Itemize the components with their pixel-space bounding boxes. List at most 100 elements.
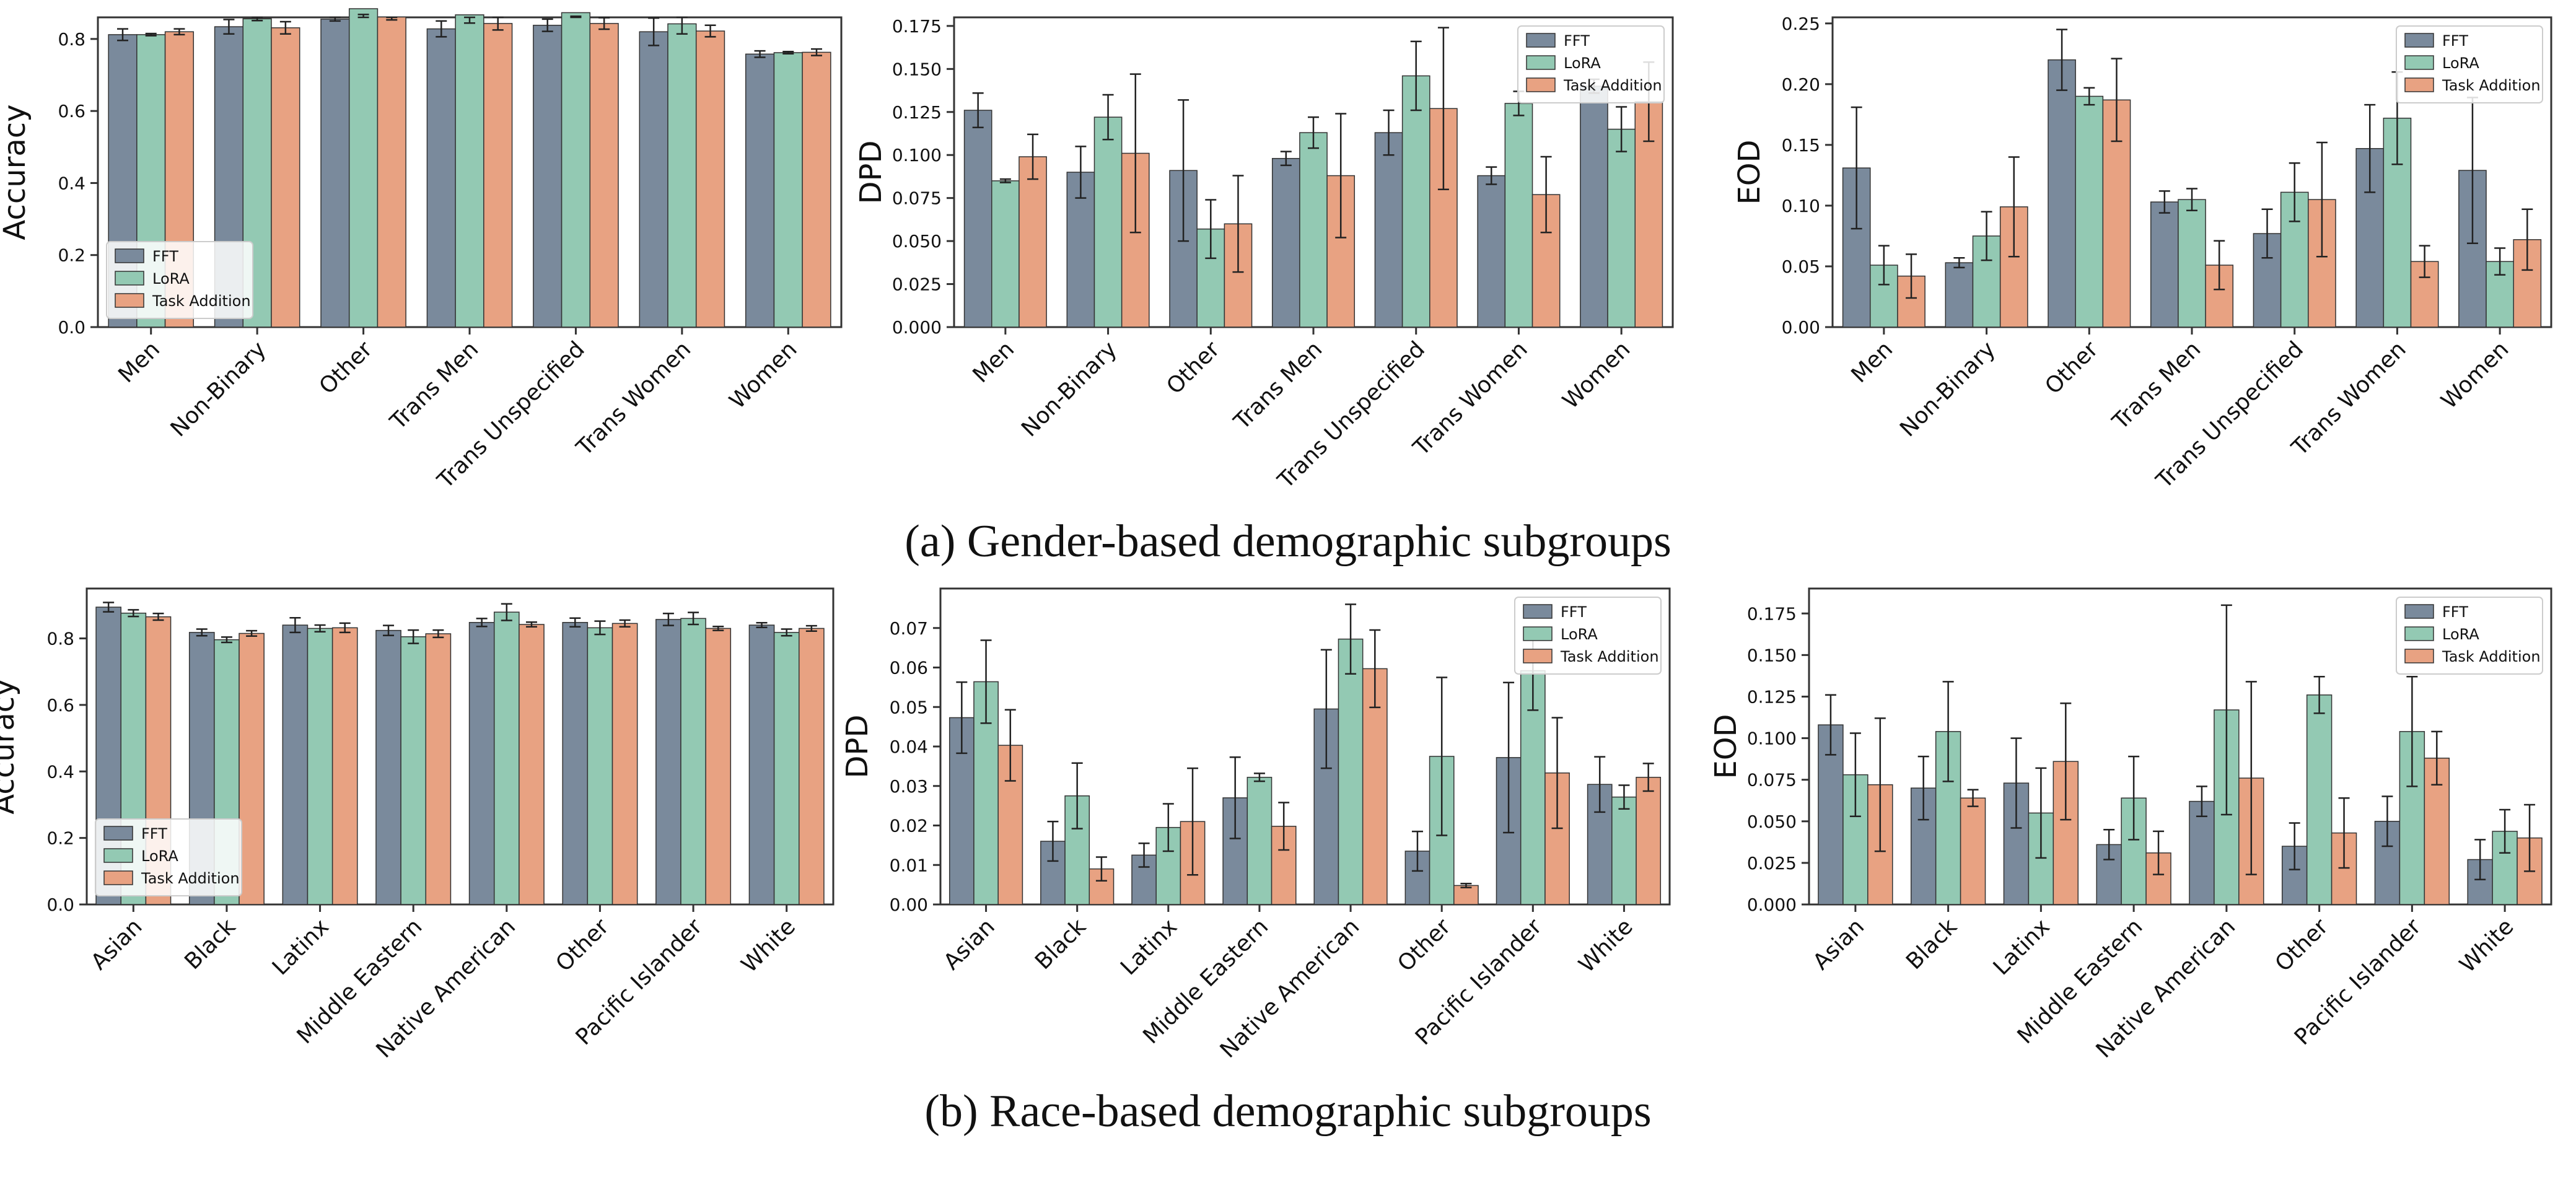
x-tick-label: Latinx: [268, 914, 334, 980]
x-tick-label: Non-Binary: [1017, 336, 1122, 442]
chart-race-eod: 0.000 0.025 0.050 0.075 0.100 0.125 0.150 0.175…: [1709, 587, 2552, 1063]
y-tick-label: 0.00: [1782, 317, 1820, 338]
legend-swatch: [2404, 604, 2434, 619]
legend-label: Task Addition: [2442, 648, 2541, 665]
legend: FFT LoRA Task Addition: [1514, 597, 1662, 675]
x-tick-label: Other: [315, 336, 377, 399]
y-tick-label: 0.05: [890, 697, 928, 717]
bar-lora: [991, 180, 1020, 328]
y-tick-label: 0.03: [890, 776, 928, 797]
bar-lora: [1504, 103, 1533, 328]
chart-gender-accuracy: 0.0 0.2 0.4 0.6 0.8 Accuracy Men Non-Binary Othe…: [0, 8, 843, 494]
x-tick-label: Latinx: [1116, 914, 1182, 980]
legend-swatch: [1523, 649, 1553, 663]
bar-task-addition: [611, 623, 638, 905]
bar-fft: [468, 622, 495, 905]
x-tick-label: White: [737, 914, 800, 978]
caption-gender: (a) Gender-based demographic subgroups: [905, 516, 1671, 567]
legend-swatch: [2404, 55, 2434, 70]
bar-lora: [773, 632, 800, 905]
bar-task-addition: [705, 628, 732, 905]
plot-frame: [1808, 587, 2552, 906]
y-tick-label: 0.4: [58, 173, 85, 193]
bar-lora: [400, 636, 427, 905]
y-tick-label: 0.6: [46, 695, 74, 716]
y-tick-label: 0.175: [892, 16, 942, 37]
x-tick-label: Other: [2271, 914, 2333, 976]
y-tick-label: 0.8: [58, 29, 85, 50]
bar-lora: [773, 52, 803, 328]
bar-lora: [348, 8, 379, 328]
y-tick-label: 0.10: [1782, 196, 1820, 216]
x-tick-label: Trans Women: [571, 336, 696, 461]
legend-swatch: [2404, 649, 2434, 663]
bar-lora: [455, 14, 484, 328]
legend-swatch: [103, 870, 133, 885]
legend-label: FFT: [2442, 32, 2468, 50]
legend-label: Task Addition: [152, 292, 251, 310]
y-tick-label: 0.125: [1747, 686, 1797, 707]
bar-lora: [2075, 95, 2104, 328]
legend-swatch: [2404, 77, 2434, 92]
legend-swatch: [1526, 77, 1556, 92]
bar-fft: [1271, 158, 1300, 328]
x-tick-label: Women: [725, 336, 802, 414]
x-tick-label: Other: [2040, 336, 2103, 399]
bar-lora: [587, 627, 613, 905]
legend: FFT LoRA Task Addition: [95, 818, 242, 896]
y-tick-label: 0.0: [46, 895, 74, 915]
legend-label: FFT: [1564, 32, 1590, 50]
legend-swatch: [115, 248, 144, 263]
y-tick-label: 0.100: [1747, 729, 1797, 749]
bar-fft: [745, 53, 775, 328]
x-tick-label: Other: [551, 914, 614, 976]
legend-label: LoRA: [2442, 55, 2479, 72]
y-tick-label: 0.4: [46, 761, 74, 782]
x-tick-label: Trans Men: [385, 336, 484, 435]
bar-task-addition: [239, 633, 265, 905]
x-tick-label: Men: [1846, 336, 1898, 388]
x-tick-label: Asian: [1808, 914, 1869, 974]
x-tick-label: Other: [1162, 336, 1224, 399]
legend-label: Task Addition: [2442, 77, 2541, 94]
x-tick-label: Black: [1030, 914, 1091, 974]
y-tick-label: 0.01: [890, 855, 928, 875]
y-tick-label: 0.150: [1747, 645, 1797, 665]
bar-task-addition: [377, 16, 406, 328]
bar-task-addition: [802, 51, 831, 328]
bar-fft: [2189, 800, 2215, 905]
bar-task-addition: [483, 23, 513, 328]
y-tick-label: 0.05: [1782, 256, 1820, 277]
legend-label: LoRA: [1561, 626, 1598, 643]
bar-lora: [2121, 797, 2147, 905]
y-tick-label: 0.050: [1747, 812, 1797, 832]
y-tick-label: 0.150: [892, 59, 942, 79]
legend-swatch: [1526, 33, 1556, 48]
bar-lora: [1607, 128, 1636, 328]
bar-lora: [1093, 116, 1123, 328]
bar-task-addition: [1019, 156, 1047, 328]
x-tick-label: Men: [113, 336, 165, 388]
x-tick-label: Men: [968, 336, 1019, 388]
bar-task-addition: [425, 633, 452, 905]
y-tick-label: 0.25: [1782, 14, 1820, 34]
y-tick-label: 0.175: [1747, 603, 1797, 624]
bar-task-addition: [1453, 885, 1479, 905]
bar-fft: [748, 624, 775, 905]
bar-lora: [307, 628, 333, 905]
legend-swatch: [103, 848, 133, 863]
x-tick-label: Trans Men: [2108, 336, 2206, 435]
x-tick-label: Trans Men: [1229, 336, 1328, 435]
bar-fft: [639, 31, 668, 328]
y-tick-label: 0.000: [892, 317, 942, 338]
bar-lora: [667, 23, 697, 328]
y-tick-label: 0.025: [1747, 853, 1797, 873]
y-tick-label: 0.2: [58, 245, 85, 266]
legend-label: Task Addition: [1563, 77, 1662, 94]
bar-fft: [320, 19, 350, 328]
legend-swatch: [115, 271, 144, 286]
y-tick-label: 0.100: [892, 145, 942, 165]
legend-label: LoRA: [2442, 626, 2479, 643]
bar-fft: [1477, 175, 1506, 328]
